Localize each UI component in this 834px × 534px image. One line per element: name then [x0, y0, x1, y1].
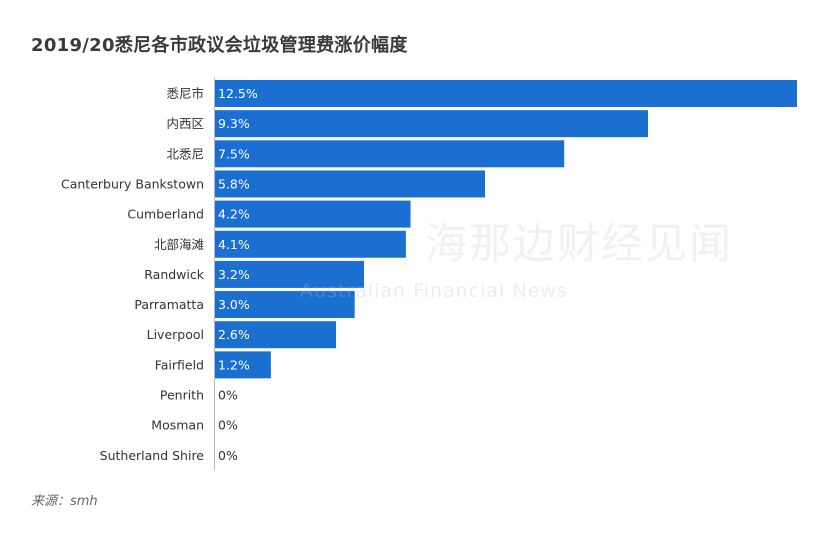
- value-label: 4.2%: [218, 207, 250, 222]
- bar-row: Cumberland 4.2%: [127, 200, 411, 228]
- value-label: 2.6%: [218, 327, 250, 342]
- bar-row: Fairfield 1.2%: [155, 351, 271, 379]
- source-note: 来源：smh: [31, 494, 98, 509]
- bar: [215, 351, 271, 379]
- value-label: 9.3%: [218, 116, 250, 131]
- category-label: Cumberland: [127, 207, 204, 222]
- bar: [215, 230, 406, 258]
- bar-row: Parramatta 3.0%: [134, 291, 355, 319]
- bar-row: Sutherland Shire 0%: [100, 448, 238, 463]
- category-label: Fairfield: [155, 357, 204, 372]
- category-label: Parramatta: [134, 297, 204, 312]
- value-label: 0%: [218, 388, 238, 403]
- value-label: 3.2%: [218, 267, 250, 282]
- category-label: 北部海滩: [154, 237, 204, 252]
- bar-row: Penrith 0%: [160, 388, 238, 403]
- bar-row: 北部海滩 4.1%: [154, 230, 406, 258]
- value-label: 3.0%: [218, 297, 250, 312]
- value-label: 0%: [218, 418, 238, 433]
- category-label: 内西区: [166, 116, 204, 131]
- bar-row: 内西区 9.3%: [166, 110, 649, 138]
- category-label: Canterbury Bankstown: [61, 176, 204, 191]
- category-label: Randwick: [144, 267, 204, 282]
- value-label: 1.2%: [218, 357, 250, 372]
- bar: [215, 110, 649, 138]
- category-label: Sutherland Shire: [100, 448, 205, 463]
- bar-row: Randwick 3.2%: [144, 260, 364, 288]
- bar: [215, 170, 486, 198]
- bar-row: 悉尼市 12.5%: [166, 80, 797, 107]
- bar: [215, 200, 411, 228]
- bars-group: 悉尼市 12.5% 内西区 9.3% 北悉尼 7.5% Canterbury Banksto…: [61, 80, 797, 463]
- bar-row: Liverpool 2.6%: [147, 321, 337, 349]
- bar-row: Canterbury Bankstown 5.8%: [61, 170, 486, 198]
- value-label: 5.8%: [218, 176, 250, 191]
- category-label: 悉尼市: [166, 86, 204, 101]
- chart-title: 2019/20悉尼各市政议会垃圾管理费涨价幅度: [31, 35, 408, 56]
- bar-row: Mosman 0%: [151, 418, 238, 433]
- bar-row: 北悉尼 7.5%: [166, 140, 565, 168]
- value-label: 0%: [218, 448, 238, 463]
- category-label: Mosman: [151, 418, 204, 433]
- bar: [215, 291, 355, 319]
- value-label: 7.5%: [218, 146, 250, 161]
- category-label: Liverpool: [147, 327, 204, 342]
- value-label: 4.1%: [218, 237, 250, 252]
- value-label: 12.5%: [218, 86, 258, 101]
- category-label: 北悉尼: [166, 146, 204, 161]
- bar: [215, 321, 337, 349]
- bar: [215, 80, 797, 107]
- bar: [215, 140, 565, 168]
- bar: [215, 260, 364, 288]
- category-label: Penrith: [160, 388, 204, 403]
